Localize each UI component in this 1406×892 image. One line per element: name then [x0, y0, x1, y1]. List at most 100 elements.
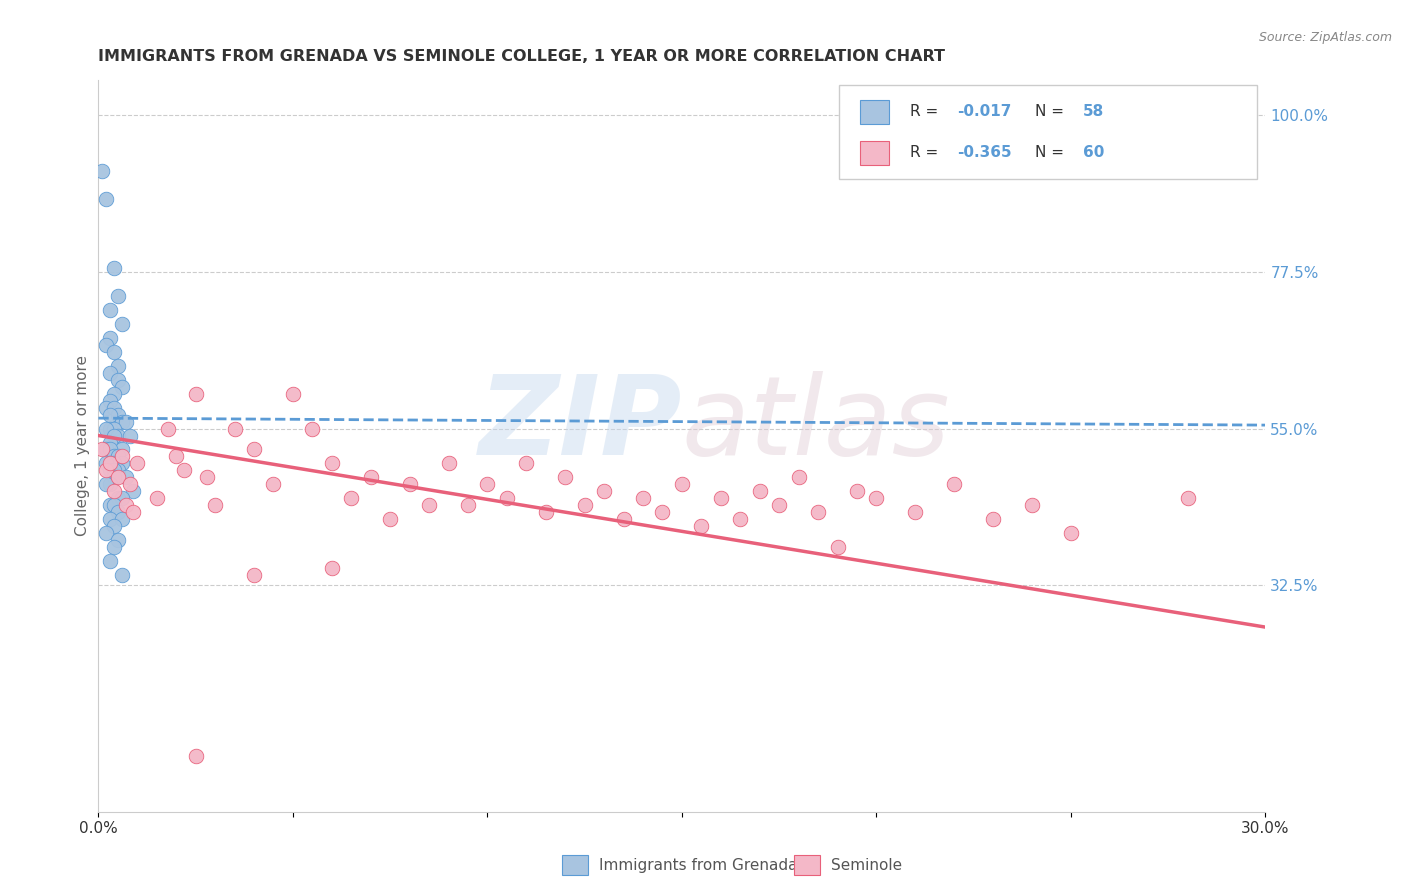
Text: R =: R =	[910, 104, 943, 120]
Point	[98, 554, 121, 568]
Point	[98, 408, 121, 422]
Point	[107, 373, 129, 387]
Point	[146, 491, 169, 506]
Text: 58: 58	[1083, 104, 1104, 120]
FancyBboxPatch shape	[860, 100, 890, 124]
Point	[107, 533, 129, 547]
Point	[184, 386, 207, 401]
Point	[96, 442, 118, 457]
Point	[96, 192, 118, 206]
Text: ZIP: ZIP	[478, 370, 682, 477]
Point	[103, 261, 125, 276]
Point	[111, 512, 134, 526]
Point	[1060, 526, 1083, 541]
Point	[96, 463, 118, 477]
Point	[98, 463, 121, 477]
Point	[768, 498, 790, 512]
Point	[865, 491, 887, 506]
Point	[91, 442, 114, 457]
Point	[103, 463, 125, 477]
Point	[98, 393, 121, 408]
Point	[360, 470, 382, 484]
Point	[122, 505, 145, 519]
Point	[184, 749, 207, 764]
Point	[204, 498, 226, 512]
Point	[904, 505, 927, 519]
Point	[103, 428, 125, 442]
Point	[534, 505, 557, 519]
Text: 60: 60	[1083, 145, 1105, 161]
Point	[107, 470, 129, 484]
Point	[457, 498, 479, 512]
Point	[111, 491, 134, 506]
Point	[118, 477, 141, 491]
Text: -0.365: -0.365	[957, 145, 1012, 161]
Point	[107, 463, 129, 477]
Point	[787, 470, 810, 484]
Point	[96, 401, 118, 415]
Point	[301, 421, 323, 435]
Point	[281, 386, 304, 401]
Point	[262, 477, 284, 491]
Point	[157, 421, 180, 435]
Point	[111, 457, 134, 471]
Point	[96, 457, 118, 471]
Point	[107, 450, 129, 464]
Point	[321, 457, 343, 471]
Point	[730, 512, 752, 526]
Point	[98, 435, 121, 450]
Point	[103, 421, 125, 435]
Point	[96, 338, 118, 352]
Point	[593, 484, 616, 499]
Text: atlas: atlas	[682, 370, 950, 477]
Text: N =: N =	[1035, 145, 1069, 161]
Point	[114, 498, 136, 512]
Y-axis label: College, 1 year or more: College, 1 year or more	[75, 356, 90, 536]
Point	[111, 442, 134, 457]
Point	[103, 470, 125, 484]
Point	[671, 477, 693, 491]
Point	[496, 491, 519, 506]
Point	[111, 415, 134, 429]
Point	[111, 450, 134, 464]
Point	[631, 491, 654, 506]
Point	[103, 450, 125, 464]
Point	[91, 164, 114, 178]
FancyBboxPatch shape	[839, 86, 1257, 179]
Point	[96, 421, 118, 435]
Point	[613, 512, 636, 526]
Point	[98, 303, 121, 318]
Point	[103, 386, 125, 401]
Point	[165, 450, 187, 464]
Text: Source: ZipAtlas.com: Source: ZipAtlas.com	[1258, 31, 1392, 45]
Point	[943, 477, 966, 491]
Point	[418, 498, 440, 512]
Point	[107, 408, 129, 422]
Point	[807, 505, 830, 519]
Point	[96, 526, 118, 541]
Point	[195, 470, 218, 484]
Point	[748, 484, 770, 499]
Point	[243, 567, 266, 582]
Point	[96, 477, 118, 491]
Point	[103, 401, 125, 415]
Point	[98, 457, 121, 471]
FancyBboxPatch shape	[860, 141, 890, 165]
Point	[114, 415, 136, 429]
Point	[98, 498, 121, 512]
Text: -0.017: -0.017	[957, 104, 1011, 120]
Point	[103, 484, 125, 499]
Point	[224, 421, 246, 435]
Point	[122, 484, 145, 499]
Point	[107, 289, 129, 303]
Point	[827, 540, 849, 554]
Point	[107, 428, 129, 442]
Point	[515, 457, 537, 471]
Point	[103, 519, 125, 533]
Point	[107, 505, 129, 519]
Point	[98, 421, 121, 435]
Point	[103, 345, 125, 359]
Point	[477, 477, 499, 491]
Point	[98, 457, 121, 471]
Point	[437, 457, 460, 471]
